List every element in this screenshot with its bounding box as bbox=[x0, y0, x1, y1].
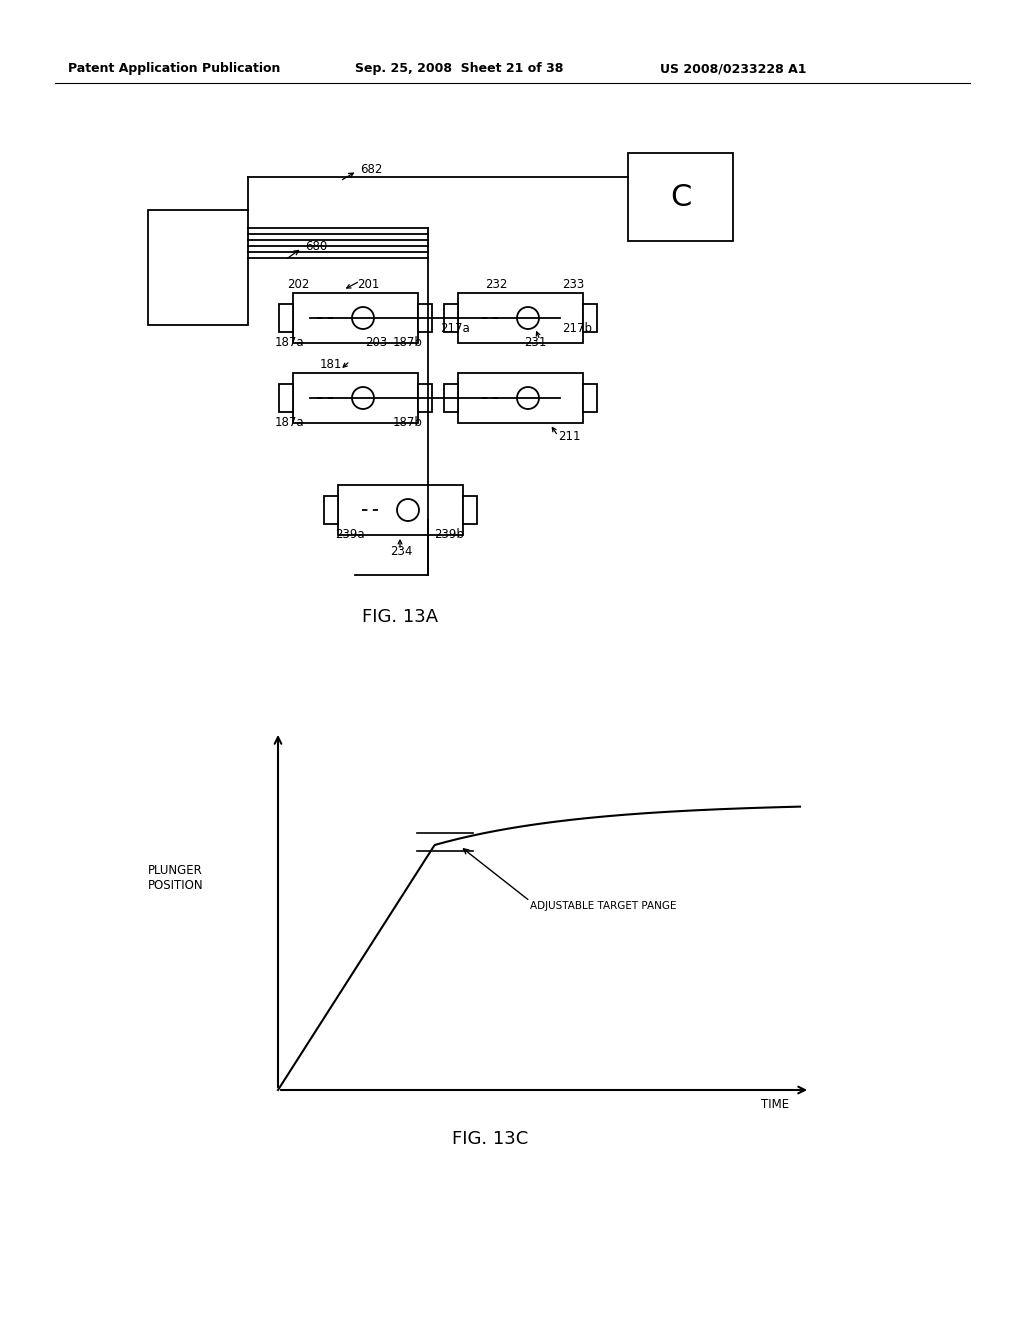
Text: 233: 233 bbox=[562, 279, 585, 290]
Bar bbox=[418, 304, 431, 333]
Text: PLUNGER
POSITION: PLUNGER POSITION bbox=[148, 865, 204, 892]
Bar bbox=[418, 384, 431, 412]
Text: 187b: 187b bbox=[393, 337, 423, 348]
Text: 187a: 187a bbox=[275, 337, 304, 348]
Circle shape bbox=[397, 499, 419, 521]
Text: 202: 202 bbox=[287, 279, 309, 290]
Bar bbox=[148, 210, 248, 325]
Bar bbox=[443, 384, 458, 412]
Bar bbox=[458, 374, 583, 422]
Text: 680: 680 bbox=[305, 240, 328, 253]
Bar bbox=[279, 384, 293, 412]
Text: 239a: 239a bbox=[335, 528, 365, 541]
Text: C: C bbox=[670, 182, 691, 211]
Text: Sep. 25, 2008  Sheet 21 of 38: Sep. 25, 2008 Sheet 21 of 38 bbox=[355, 62, 563, 75]
Text: US 2008/0233228 A1: US 2008/0233228 A1 bbox=[660, 62, 807, 75]
Text: Patent Application Publication: Patent Application Publication bbox=[68, 62, 281, 75]
Text: 211: 211 bbox=[558, 430, 581, 444]
Bar bbox=[324, 496, 338, 524]
Text: 201: 201 bbox=[357, 279, 379, 290]
Bar bbox=[458, 293, 583, 343]
Bar bbox=[338, 484, 463, 535]
Text: 682: 682 bbox=[360, 162, 382, 176]
Bar bbox=[279, 304, 293, 333]
Text: 232: 232 bbox=[485, 279, 507, 290]
Text: 217b: 217b bbox=[562, 322, 592, 335]
Circle shape bbox=[517, 387, 539, 409]
Text: 187a: 187a bbox=[275, 416, 304, 429]
Text: FIG. 13A: FIG. 13A bbox=[361, 609, 438, 626]
Bar bbox=[463, 496, 476, 524]
Text: 231: 231 bbox=[524, 337, 547, 348]
Circle shape bbox=[517, 308, 539, 329]
Bar bbox=[443, 304, 458, 333]
Text: FIG. 13C: FIG. 13C bbox=[452, 1130, 528, 1148]
Text: 181: 181 bbox=[319, 358, 342, 371]
Circle shape bbox=[352, 387, 374, 409]
Bar bbox=[583, 304, 597, 333]
Text: 234: 234 bbox=[390, 545, 413, 558]
Text: 217a: 217a bbox=[440, 322, 470, 335]
Bar bbox=[628, 153, 733, 242]
Text: 187b: 187b bbox=[393, 416, 423, 429]
Text: 203: 203 bbox=[365, 337, 387, 348]
Bar bbox=[583, 384, 597, 412]
Bar bbox=[293, 374, 418, 422]
Text: 239b: 239b bbox=[434, 528, 464, 541]
Circle shape bbox=[352, 308, 374, 329]
Bar bbox=[293, 293, 418, 343]
Text: ADJUSTABLE TARGET PANGE: ADJUSTABLE TARGET PANGE bbox=[530, 902, 677, 911]
Text: TIME: TIME bbox=[761, 1098, 790, 1111]
